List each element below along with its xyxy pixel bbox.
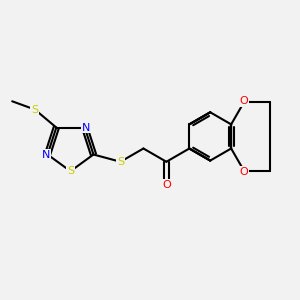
Text: N: N: [82, 122, 90, 133]
Text: S: S: [31, 104, 38, 115]
Text: O: O: [162, 180, 171, 190]
Text: O: O: [240, 96, 248, 106]
Text: O: O: [240, 167, 248, 176]
Text: N: N: [42, 149, 50, 160]
Text: S: S: [67, 166, 74, 176]
Text: S: S: [117, 157, 124, 167]
